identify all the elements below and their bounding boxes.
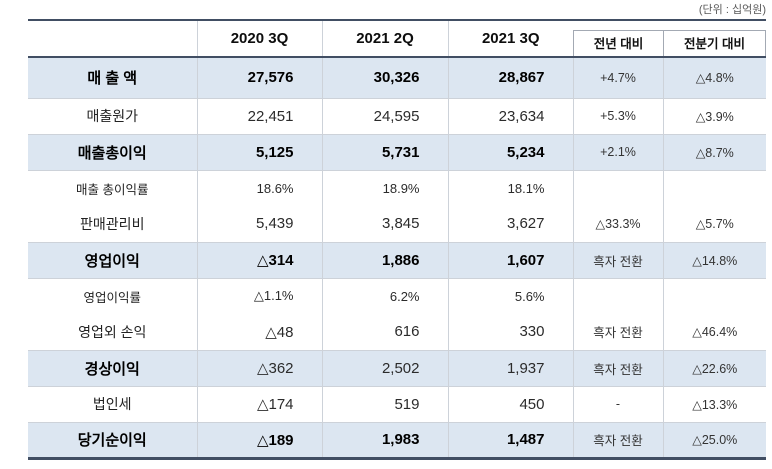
- row-label: 판매관리비: [80, 215, 145, 232]
- col-header-2020-3q: 2020 3Q: [196, 20, 322, 57]
- yoy-cell: +2.1%: [572, 134, 663, 170]
- qoq-cell: △3.9%: [662, 98, 766, 134]
- row-label: 매출원가: [86, 108, 139, 124]
- qoq-cell: [662, 278, 766, 314]
- value-2021-3q: 1,937: [447, 350, 573, 386]
- table-row-gross-margin: 매출 총이익률 18.6% 18.9% 18.1%: [28, 170, 766, 206]
- qoq-cell: △46.4%: [662, 314, 766, 350]
- value-2021-3q: 330: [447, 314, 573, 350]
- value-2020-3q: △174: [196, 386, 322, 422]
- value-2021-3q: 3,627: [447, 206, 573, 242]
- qoq-cell: △4.8%: [662, 57, 766, 98]
- qoq-cell: △22.6%: [662, 350, 766, 386]
- table-row-non-operating: 영업외 손익 △48 616 330 흑자 전환 △46.4%: [28, 314, 766, 350]
- table-row-income-tax: 법인세 △174 519 450 - △13.3%: [28, 386, 766, 422]
- yoy-cell: +4.7%: [572, 57, 663, 98]
- value-2021-2q: 1,983: [321, 422, 448, 458]
- col-header-qoq: 전분기 대비: [663, 20, 766, 57]
- row-label: 매출 총이익률: [76, 182, 149, 197]
- value-2020-3q: △1.1%: [196, 278, 322, 314]
- qoq-cell: [662, 170, 766, 206]
- yoy-cell: 흑자 전환: [572, 242, 663, 278]
- value-2020-3q: 5,125: [196, 134, 322, 170]
- value-2021-3q: 18.1%: [447, 170, 573, 206]
- unit-note: (단위 : 십억원): [698, 4, 766, 16]
- yoy-header-label: 전년 대비: [573, 30, 663, 56]
- yoy-cell: [572, 278, 663, 314]
- qoq-cell: △25.0%: [662, 422, 766, 458]
- table-row-net-income: 당기순이익 △189 1,983 1,487 흑자 전환 △25.0%: [28, 422, 766, 458]
- value-2021-2q: 30,326: [321, 57, 448, 98]
- row-label: 영업이익: [84, 252, 140, 270]
- value-2020-3q: 18.6%: [196, 170, 322, 206]
- value-2020-3q: △189: [196, 422, 322, 458]
- value-2020-3q: △48: [196, 314, 322, 350]
- qoq-cell: △8.7%: [662, 134, 766, 170]
- value-2020-3q: 27,576: [196, 57, 322, 98]
- value-2021-2q: 2,502: [321, 350, 448, 386]
- row-label: 매 출 액: [87, 70, 138, 88]
- qoq-cell: △13.3%: [662, 386, 766, 422]
- qoq-cell: △5.7%: [662, 206, 766, 242]
- row-label: 매출총이익: [77, 144, 147, 162]
- row-label: 영업이익률: [83, 290, 141, 305]
- value-2021-2q: 5,731: [321, 134, 448, 170]
- value-2021-2q: 3,845: [321, 206, 448, 242]
- value-2021-2q: 6.2%: [321, 278, 448, 314]
- value-2020-3q: 5,439: [196, 206, 322, 242]
- value-2020-3q: △362: [196, 350, 322, 386]
- row-label: 영업외 손익: [78, 323, 147, 340]
- table-row-gross-profit: 매출총이익 5,125 5,731 5,234 +2.1% △8.7%: [28, 134, 766, 170]
- yoy-cell: 흑자 전환: [572, 314, 663, 350]
- yoy-cell: 흑자 전환: [572, 422, 663, 458]
- yoy-cell: 흑자 전환: [572, 350, 663, 386]
- value-2020-3q: 22,451: [196, 98, 322, 134]
- value-2021-2q: 24,595: [321, 98, 448, 134]
- value-2021-2q: 18.9%: [321, 170, 448, 206]
- table-header-row: 2020 3Q 2021 2Q 2021 3Q 전년 대비 전분기 대비: [28, 20, 766, 57]
- value-2020-3q: △314: [196, 242, 322, 278]
- value-2021-2q: 616: [321, 314, 448, 350]
- table-row-operating-profit: 영업이익 △314 1,886 1,607 흑자 전환 △14.8%: [28, 242, 766, 278]
- row-label: 법인세: [92, 396, 132, 412]
- col-header-yoy: 전년 대비: [573, 20, 663, 57]
- table-row-sganda: 판매관리비 5,439 3,845 3,627 △33.3% △5.7%: [28, 206, 766, 242]
- table-row-operating-margin: 영업이익률 △1.1% 6.2% 5.6%: [28, 278, 766, 314]
- header-blank-cell: [28, 20, 197, 57]
- col-header-2021-3q: 2021 3Q: [447, 20, 573, 57]
- yoy-cell: [572, 170, 663, 206]
- value-2021-3q: 23,634: [447, 98, 573, 134]
- value-2021-2q: 1,886: [321, 242, 448, 278]
- yoy-cell: +5.3%: [572, 98, 663, 134]
- qoq-cell: △14.8%: [662, 242, 766, 278]
- row-label: 경상이익: [84, 360, 140, 378]
- table-row-ordinary-profit: 경상이익 △362 2,502 1,937 흑자 전환 △22.6%: [28, 350, 766, 386]
- value-2021-3q: 5,234: [447, 134, 573, 170]
- table-row-cost-of-sales: 매출원가 22,451 24,595 23,634 +5.3% △3.9%: [28, 98, 766, 134]
- value-2021-3q: 1,487: [447, 422, 573, 458]
- row-label: 당기순이익: [77, 432, 147, 449]
- value-2021-3q: 1,607: [447, 242, 573, 278]
- table-row-revenue: 매 출 액 27,576 30,326 28,867 +4.7% △4.8%: [28, 57, 766, 98]
- value-2021-2q: 519: [321, 386, 448, 422]
- qoq-header-label: 전분기 대비: [663, 30, 766, 56]
- value-2021-3q: 5.6%: [447, 278, 573, 314]
- value-2021-3q: 450: [447, 386, 573, 422]
- value-2021-3q: 28,867: [447, 57, 573, 98]
- col-header-2021-2q: 2021 2Q: [321, 20, 448, 57]
- quarterly-results-table: 2020 3Q 2021 2Q 2021 3Q 전년 대비 전분기 대비 매 출…: [28, 19, 766, 460]
- yoy-cell: -: [572, 386, 663, 422]
- yoy-cell: △33.3%: [572, 206, 663, 242]
